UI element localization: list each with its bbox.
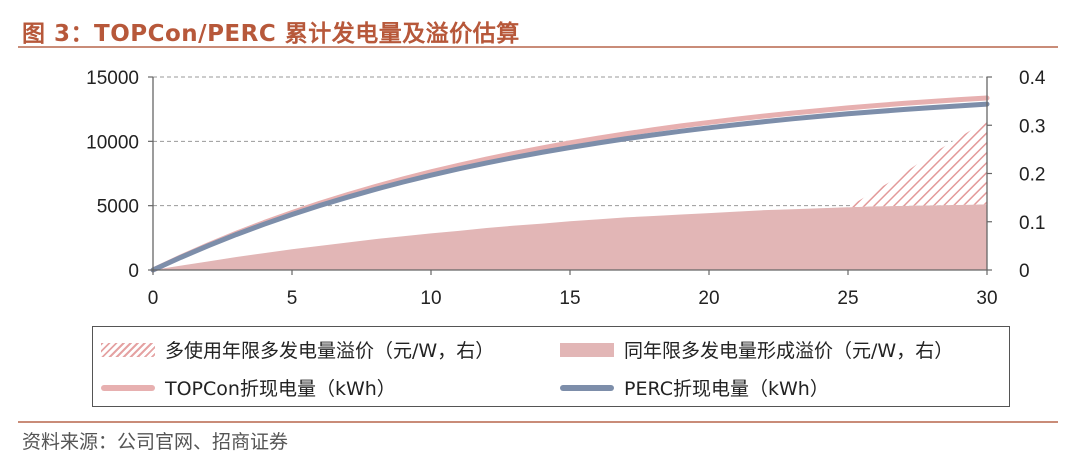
- y-right-tick-label: 0.2: [1019, 165, 1045, 186]
- legend-label-perc: PERC折现电量（kWh）: [624, 378, 829, 400]
- x-tick-label: 10: [420, 288, 441, 309]
- legend-label-area: 同年限多发电量形成溢价（元/W，右）: [624, 340, 954, 362]
- legend-item-hatch: 多使用年限多发电量溢价（元/W，右）: [101, 336, 494, 363]
- footer-rule: [18, 421, 1058, 423]
- x-tick-label: 30: [976, 288, 997, 309]
- chart-canvas: 0 5 10 15 20 25 30 0 5000 10000 15000 0 0.1 0.2 0.3 0.4: [86, 68, 1046, 309]
- y-left-tick-label: 5000: [97, 197, 139, 218]
- chart-title: 图 3：TOPCon/PERC 累计发电量及溢价估算: [22, 21, 520, 47]
- legend-item-topcon: TOPCon折现电量（kWh）: [101, 374, 396, 401]
- y-right-tick-label: 0.4: [1019, 68, 1046, 89]
- y-right-tick-label: 0.1: [1019, 213, 1045, 234]
- x-tick-label: 0: [148, 288, 159, 309]
- x-tick-label: 15: [559, 288, 580, 309]
- line-perc: [150, 101, 990, 273]
- legend-item-perc: PERC折现电量（kWh）: [560, 374, 829, 401]
- y-right-tick-label: 0: [1019, 261, 1030, 282]
- legend-label-topcon: TOPCon折现电量（kWh）: [165, 378, 396, 400]
- legend-swatch-perc: [560, 384, 614, 391]
- y-right-tick-label: 0.3: [1019, 116, 1045, 137]
- legend-swatch-area: [560, 342, 614, 357]
- y-left-tick-label: 10000: [86, 132, 139, 153]
- x-tick-label: 5: [287, 288, 298, 309]
- title-rule: [18, 46, 1058, 48]
- legend-label-hatch: 多使用年限多发电量溢价（元/W，右）: [165, 340, 495, 362]
- x-tick-label: 25: [837, 288, 858, 309]
- y-left-tick-label: 15000: [86, 68, 139, 89]
- x-tick-label: 20: [698, 288, 719, 309]
- area-same-years-premium: [153, 204, 987, 270]
- chart-legend: 多使用年限多发电量溢价（元/W，右） 同年限多发电量形成溢价（元/W，右） TO…: [92, 326, 1010, 407]
- legend-item-area: 同年限多发电量形成溢价（元/W，右）: [560, 336, 953, 363]
- area-extra-years-premium: [848, 120, 987, 208]
- legend-swatch-topcon: [101, 384, 155, 391]
- y-left-tick-label: 0: [128, 261, 139, 282]
- legend-swatch-hatch: [101, 342, 155, 357]
- source-note: 资料来源：公司官网、招商证券: [22, 431, 289, 453]
